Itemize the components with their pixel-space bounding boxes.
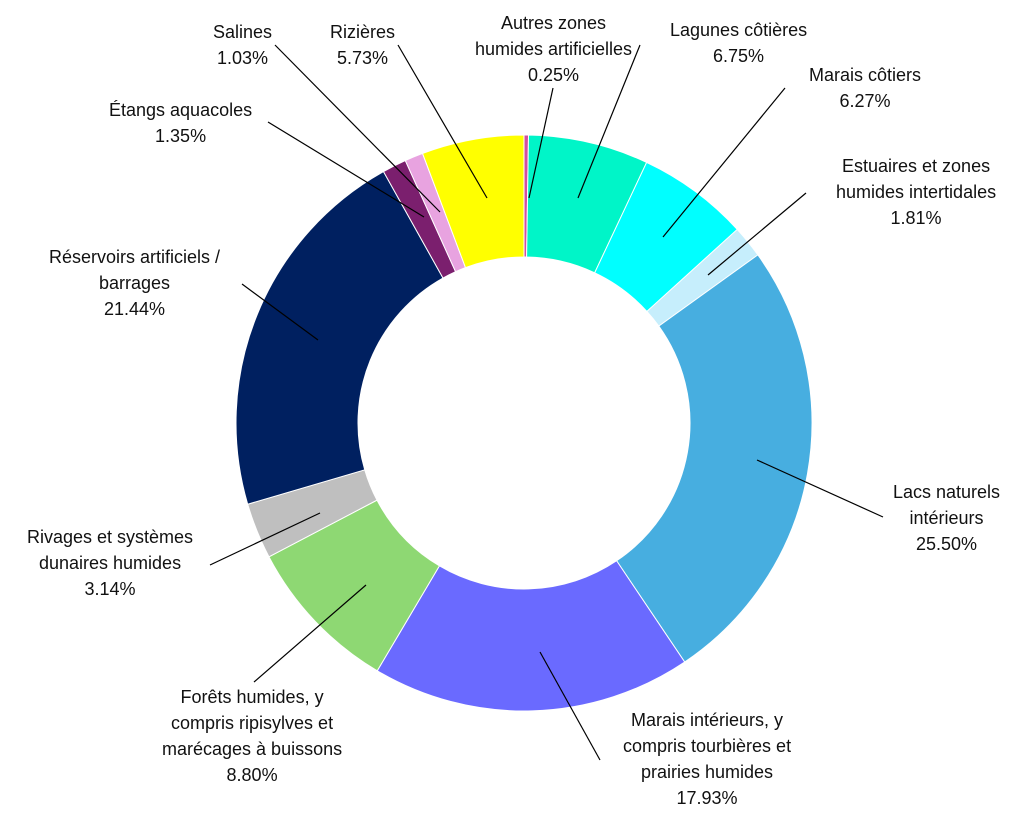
slice-label-line: Estuaires et zones xyxy=(842,156,991,176)
leader-line xyxy=(707,192,807,276)
slice-value: 1.03% xyxy=(217,48,269,68)
slice-label-line: Lacs naturels xyxy=(893,482,1001,502)
leader-line xyxy=(577,44,641,199)
leader-line xyxy=(241,283,319,341)
slice-label: Rizières 5.73% xyxy=(330,19,395,71)
slice-label-line: Réservoirs artificiels / xyxy=(49,247,221,267)
leader-line xyxy=(274,44,441,213)
slice-label-line: Étangs aquacoles xyxy=(109,100,253,120)
slice-label-line: Salines xyxy=(213,22,273,42)
slice-value: 21.44% xyxy=(103,299,166,319)
slice-label-line: compris tourbières et xyxy=(623,736,792,756)
slice-label-line: intérieurs xyxy=(909,508,984,528)
slice-label: Salines 1.03% xyxy=(213,19,272,71)
slice-label-line: Autres zones xyxy=(501,13,607,33)
slice-label-line: marécages à buissons xyxy=(162,739,343,759)
slice-value: 1.81% xyxy=(890,208,942,228)
slice-value: 1.35% xyxy=(155,126,207,146)
slice-value: 17.93% xyxy=(676,788,738,808)
slice-label-line: Lagunes côtières xyxy=(670,20,808,40)
slice-label: Lacs naturels intérieurs 25.50% xyxy=(893,479,1000,557)
slice-value: 25.50% xyxy=(916,534,978,554)
slice-value: 6.75% xyxy=(713,46,765,66)
donut-slice xyxy=(235,170,444,505)
slice-value: 8.80% xyxy=(226,765,278,785)
slice-label-line: Marais intérieurs, y xyxy=(631,710,784,730)
slice-label: Marais côtiers 6.27% xyxy=(809,62,921,114)
slice-label-line: humides artificielles xyxy=(475,39,633,59)
slice-label: Étangs aquacoles 1.35% xyxy=(109,97,252,149)
leader-line xyxy=(662,87,786,238)
slice-label: Lagunes côtières 6.75% xyxy=(670,17,807,69)
leader-lines xyxy=(209,44,884,761)
donut-slice xyxy=(615,254,813,663)
slice-label-line: compris ripisylves et xyxy=(171,713,334,733)
leader-line xyxy=(756,459,884,518)
slice-label-line: prairies humides xyxy=(641,762,774,782)
leader-line xyxy=(528,87,554,199)
slice-value: 0.25% xyxy=(528,65,580,85)
leader-line xyxy=(397,44,488,199)
leader-line xyxy=(539,651,601,761)
slice-value: 5.73% xyxy=(336,48,389,68)
slice-label: Marais intérieurs, y compris tourbières e… xyxy=(623,707,791,811)
slice-label: Forêts humides, y compris ripisylves et ma… xyxy=(162,684,342,788)
slice-label-line: barrages xyxy=(99,273,171,293)
slice-label: Autres zones humides artificielles 0.25% xyxy=(475,10,632,88)
donut-slices xyxy=(235,134,813,712)
slice-label: Estuaires et zones humides intertidales 1.… xyxy=(836,153,996,231)
slice-value: 6.27% xyxy=(839,91,891,111)
leader-line xyxy=(267,121,425,218)
slice-label-line: Rizières xyxy=(330,22,396,42)
slice-label: Rivages et systèmes dunaires humides 3.14% xyxy=(27,524,193,602)
slice-label: Réservoirs artificiels / barrages 21.44% xyxy=(49,244,220,322)
leader-line xyxy=(253,584,367,683)
leader-line xyxy=(209,512,321,566)
slice-label-line: humides intertidales xyxy=(836,182,997,202)
slice-label-line: Rivages et systèmes xyxy=(27,527,194,547)
slice-label-line: dunaires humides xyxy=(38,553,182,573)
donut-slice xyxy=(421,134,525,269)
slice-value: 3.14% xyxy=(84,579,136,599)
donut-slice xyxy=(376,560,686,712)
slice-label-line: Forêts humides, y xyxy=(180,687,324,707)
slice-label-line: Marais côtiers xyxy=(809,65,922,85)
